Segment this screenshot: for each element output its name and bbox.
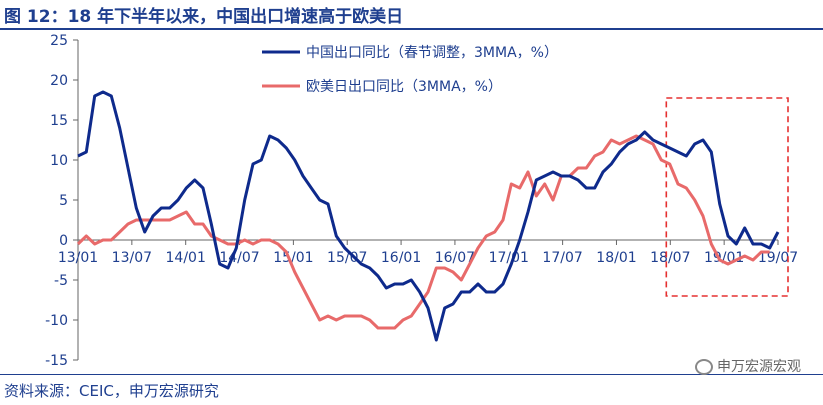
- y-tick-label: -5: [54, 273, 68, 289]
- x-tick-label: 17/01: [489, 250, 529, 266]
- legend-label: 欧美日出口同比（3MMA，%）: [306, 79, 502, 95]
- x-tick-label: 15/01: [273, 250, 313, 266]
- chart-title: 图 12：18 年下半年以来，中国出口增速高于欧美日: [4, 7, 404, 27]
- x-tick-label: 14/07: [219, 250, 259, 266]
- x-tick-label: 18/01: [596, 250, 636, 266]
- highlight-rect: [665, 97, 789, 297]
- y-tick-label: -15: [45, 353, 68, 369]
- line-chart: 25 20 15 10 5 0 -5 -10 -15 13/01 13/07 14/01 14/07 15…: [45, 33, 798, 369]
- y-tick-label: 0: [59, 233, 68, 249]
- x-tick-label: 17/07: [542, 250, 582, 266]
- title-divider: [0, 28, 823, 30]
- chart-legend: 中国出口同比（春节调整，3MMA，%） 欧美日出口同比（3MMA，%）: [262, 45, 558, 95]
- y-tick-label: 20: [50, 73, 68, 89]
- series-line: [77, 90, 780, 342]
- x-tick-label: 16/01: [381, 250, 421, 266]
- wechat-icon: [695, 359, 713, 375]
- watermark-text: 申万宏源宏观: [717, 359, 801, 375]
- x-tick-label: 13/01: [58, 250, 98, 266]
- chart-axes: 25 20 15 10 5 0 -5 -10 -15 13/01 13/07 14/01 14/07 15…: [45, 33, 798, 369]
- x-tick-label: 14/01: [166, 250, 206, 266]
- x-tick-label: 13/07: [112, 250, 152, 266]
- x-tick-label: 16/07: [435, 250, 475, 266]
- highlight-box: [665, 97, 789, 297]
- y-tick-label: 5: [59, 193, 68, 209]
- bottom-divider: [0, 374, 823, 375]
- y-tick-label: -10: [45, 313, 68, 329]
- x-tick-label: 18/07: [650, 250, 690, 266]
- watermark: 申万宏源宏观: [695, 356, 801, 376]
- source-note: 资料来源：CEIC，申万宏源研究: [4, 382, 219, 400]
- legend-label: 中国出口同比（春节调整，3MMA，%）: [306, 45, 558, 61]
- series-lines: [76, 90, 780, 342]
- y-tick-label: 25: [50, 33, 68, 49]
- y-tick-label: 10: [50, 153, 68, 169]
- y-tick-label: 15: [50, 113, 68, 129]
